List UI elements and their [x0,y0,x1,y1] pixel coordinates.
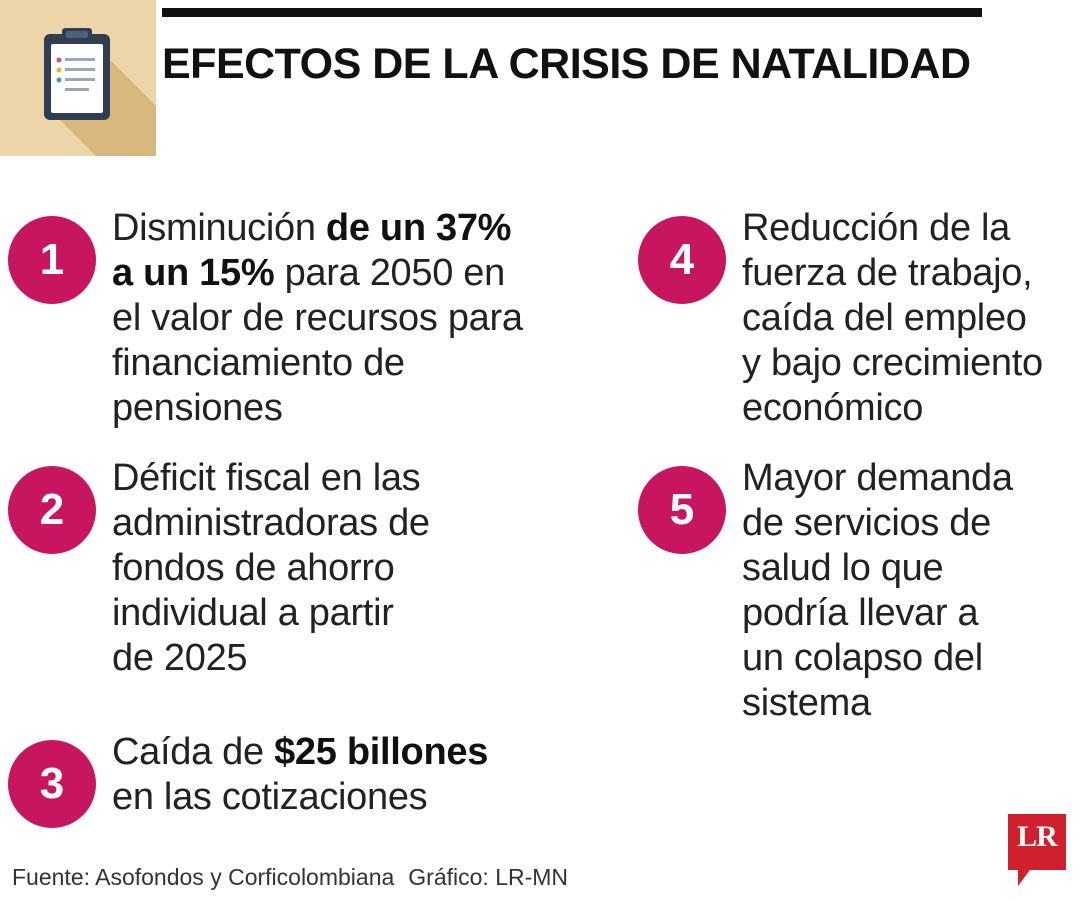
effect-text-run: administradoras de [112,502,430,544]
effect-text: Caída de $25 billones en las cotizaciones [112,730,488,820]
effect-text-run: Mayor demanda [742,457,1013,499]
effect-text-line: sistema [742,681,1013,726]
effect-text-run: podría llevar a [742,592,979,634]
top-rule [162,8,982,17]
effect-number-badge: 2 [8,466,96,554]
effect-number-badge: 3 [8,740,96,828]
effect-text-run: en las cotizaciones [112,776,428,818]
effect-text-line: financiamiento de [112,341,523,386]
effect-text-bold: $25 billones [274,731,489,773]
effect-text-run: fondos de ahorro [112,547,395,589]
effect-text-run: financiamiento de [112,342,405,384]
effect-text-line: Disminución de un 37% [112,206,523,251]
credit-text: Gráfico: LR-MN [408,864,569,890]
effect-text: Reducción de la fuerza de trabajo, caída d… [742,206,1043,431]
effect-text-line: en las cotizaciones [112,775,488,820]
effect-text-line: de servicios de [742,501,1013,546]
effect-text-run: y bajo crecimiento [742,342,1043,384]
effect-text-run: Déficit fiscal en las [112,457,421,499]
effect-text-line: Déficit fiscal en las [112,456,430,501]
effect-text-run: sistema [742,682,871,724]
effect-text-run: Caída de [112,731,275,773]
effect-text-run: económico [742,387,924,429]
effect-text-run: para 2050 en [274,252,506,294]
effect-text-run: fuerza de trabajo, [742,252,1033,294]
effect-text-line: individual a partir [112,591,430,636]
effect-text-line: un colapso del [742,636,1013,681]
effect-text-run: de servicios de [742,502,991,544]
effect-text-line: caída del empleo [742,296,1043,341]
effect-text-bold: de un 37% [325,207,512,249]
lr-logo-badge-icon [1008,814,1066,886]
effect-text-line: de 2025 [112,636,430,681]
effect-text-line: salud lo que [742,546,1013,591]
effect-text-run: salud lo que [742,547,944,589]
source-text: Fuente: Asofondos y Corficolombiana [12,864,395,890]
effect-text: Disminución de un 37% a un 15% para 2050 … [112,206,523,431]
lr-logo-text: LR [1017,820,1058,853]
source-note: Fuente: Asofondos y Corficolombiana Gráfi… [12,864,568,891]
effect-number-badge: 5 [638,466,726,554]
header-icon-tile [0,0,156,156]
effect-text-run: el valor de recursos para [112,297,523,339]
effect-text-run: caída del empleo [742,297,1027,339]
effect-text-line: y bajo crecimiento [742,341,1043,386]
effect-text-line: Mayor demanda [742,456,1013,501]
clipboard-icon [0,0,156,156]
effect-text: Mayor demanda de servicios de salud lo que… [742,456,1013,726]
effect-text-line: el valor de recursos para [112,296,523,341]
effect-text-line: pensiones [112,386,523,431]
effect-text-bold: a un 15% [112,252,275,294]
effect-text-line: podría llevar a [742,591,1013,636]
effect-text-line: Caída de $25 billones [112,730,488,775]
lr-logo: LR [1008,814,1066,886]
effect-text-line: económico [742,386,1043,431]
effect-text-run: Disminución [112,207,326,249]
effect-text-line: Reducción de la [742,206,1043,251]
effect-text-run: pensiones [112,387,283,429]
effect-text-run: Reducción de la [742,207,1011,249]
effect-number-badge: 4 [638,216,726,304]
effect-text: Déficit fiscal en las administradoras de f… [112,456,430,681]
effect-number-badge: 1 [8,216,96,304]
effect-text-run: un colapso del [742,637,983,679]
effect-text-run: de 2025 [112,637,248,679]
effect-text-line: a un 15% para 2050 en [112,251,523,296]
effect-text-run: individual a partir [112,592,394,634]
effect-text-line: administradoras de [112,501,430,546]
effect-text-line: fuerza de trabajo, [742,251,1043,296]
page-title: EFECTOS DE LA CRISIS DE NATALIDAD [162,40,971,88]
effect-text-line: fondos de ahorro [112,546,430,591]
